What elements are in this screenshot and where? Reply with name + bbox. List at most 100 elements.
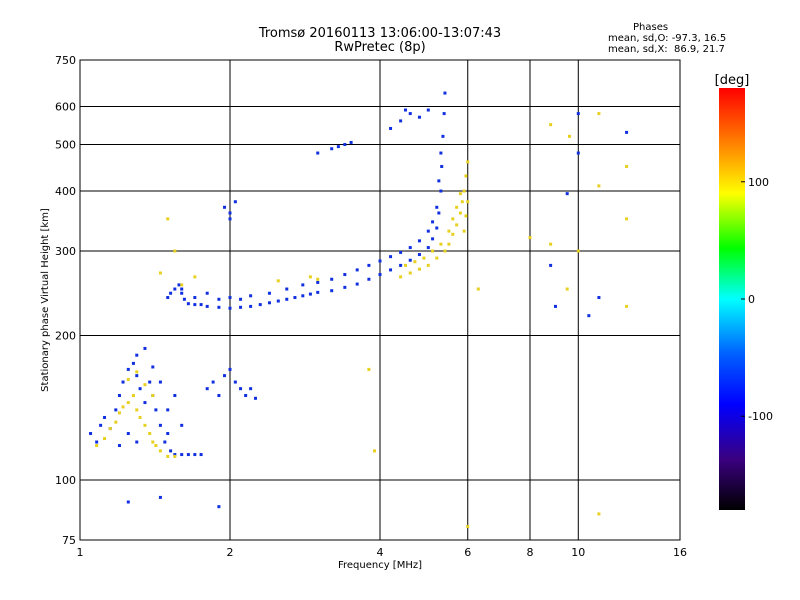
data-point [625, 304, 629, 308]
data-point [205, 387, 209, 391]
stats-o-mode: mean, sd,O: -97.3, 16.5 [608, 33, 727, 44]
data-point [121, 405, 125, 409]
data-point [103, 437, 107, 441]
x-axis-label: Frequency [MHz] [338, 560, 422, 571]
data-point [399, 250, 403, 254]
data-point [95, 444, 99, 448]
data-point [576, 151, 580, 155]
data-point [131, 394, 135, 398]
data-point [435, 256, 439, 260]
data-point [549, 263, 553, 267]
data-point [293, 296, 297, 300]
grid-lines [80, 60, 680, 540]
data-point [169, 291, 173, 295]
data-point [158, 495, 162, 499]
data-point [587, 314, 591, 318]
data-point [316, 277, 320, 281]
data-point [193, 296, 197, 300]
data-point [135, 440, 139, 444]
data-point [186, 453, 190, 457]
data-point [117, 411, 121, 415]
data-point [389, 268, 393, 272]
y-tick-label: 600 [55, 101, 76, 114]
data-point [597, 296, 601, 300]
data-point [399, 119, 403, 123]
data-point [367, 367, 371, 371]
data-point [442, 112, 446, 116]
colorbar-ticks: 100 0 -100 [741, 176, 773, 423]
data-point [276, 279, 280, 283]
data-point [173, 394, 177, 398]
y-tick-label: 100 [55, 474, 76, 487]
y-tick-label: 200 [55, 330, 76, 343]
data-point [138, 387, 142, 391]
data-point [180, 453, 184, 457]
data-point [441, 134, 445, 138]
data-point [565, 287, 569, 291]
data-point [285, 297, 289, 301]
data-point [173, 287, 177, 291]
data-point [177, 283, 181, 287]
data-point [389, 255, 393, 259]
axis-ticks: 1 2 4 6 8 10 16 75 100 200 300 400 500 600 750 [55, 54, 687, 559]
data-point [249, 387, 253, 391]
data-point [308, 292, 312, 296]
data-point [330, 277, 334, 281]
data-point [114, 420, 118, 424]
data-point [267, 301, 271, 305]
data-point [451, 217, 455, 221]
data-point [205, 304, 209, 308]
data-point [228, 367, 232, 371]
data-point [367, 263, 371, 267]
data-point [437, 211, 441, 215]
data-point [439, 189, 443, 193]
data-point [476, 287, 480, 291]
data-point [431, 249, 435, 253]
data-point [131, 361, 135, 365]
data-point [173, 249, 177, 253]
data-point [267, 291, 271, 295]
data-point [228, 211, 232, 215]
data-point [158, 380, 162, 384]
data-point [378, 273, 382, 277]
data-point [285, 287, 289, 291]
data-point [355, 268, 359, 272]
data-point [447, 229, 451, 233]
data-point [253, 396, 257, 400]
data-point [158, 271, 162, 275]
data-point [158, 423, 162, 427]
data-point [166, 296, 170, 300]
data-point [440, 164, 444, 168]
data-point [316, 290, 320, 294]
data-point [435, 226, 439, 230]
data-point [403, 263, 407, 267]
data-point [403, 108, 407, 112]
data-point [180, 423, 184, 427]
data-point [239, 387, 243, 391]
data-point [135, 374, 139, 378]
data-point [437, 179, 441, 183]
data-point [460, 200, 464, 204]
data-point [182, 297, 186, 301]
data-point [336, 145, 340, 149]
data-point [464, 214, 468, 218]
data-point [349, 140, 353, 144]
data-point [233, 380, 237, 384]
data-point [199, 453, 203, 457]
data-point [343, 143, 347, 147]
data-point [151, 394, 155, 398]
data-point [249, 304, 253, 308]
data-point [466, 525, 470, 529]
data-point [143, 423, 147, 427]
data-point [301, 294, 305, 298]
data-point [143, 346, 147, 350]
chart-title: Tromsø 20160113 13:06:00-13:07:43 [258, 26, 502, 41]
data-point [126, 401, 130, 405]
data-point [166, 454, 170, 458]
data-point [117, 444, 121, 448]
colorbar [719, 88, 745, 510]
data-point [126, 500, 130, 504]
data-point [244, 394, 248, 398]
